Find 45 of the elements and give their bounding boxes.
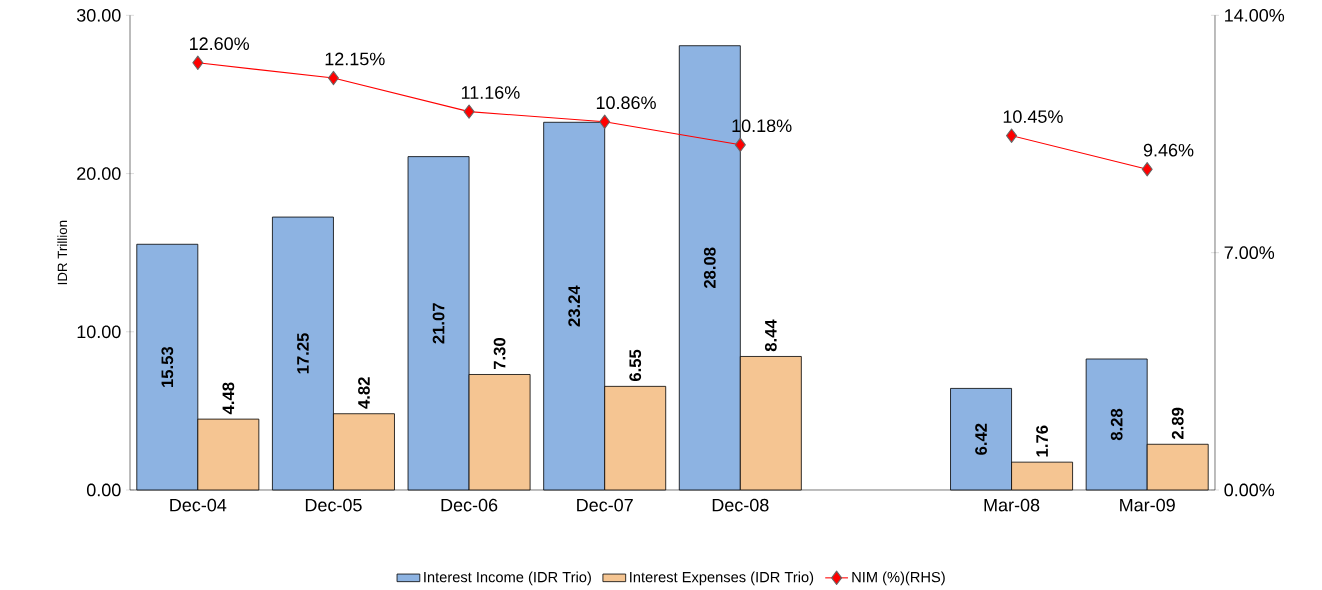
y2-tick-label: 7.00% (1224, 246, 1275, 260)
data-label: 12.15% (325, 52, 385, 66)
x-tick-label: Dec-04 (170, 498, 227, 512)
data-label: 7.30 (493, 338, 506, 370)
point (192, 55, 204, 71)
point (1006, 128, 1018, 144)
legend-label: Interest Income (IDR Trio) (424, 571, 591, 586)
y-axis-title: IDR Trillion (57, 221, 68, 285)
data-label: 8.28 (1110, 409, 1123, 441)
data-label: 11.16% (461, 86, 520, 100)
data-label: 12.60% (190, 37, 250, 51)
data-label: 8.44 (764, 319, 777, 352)
y-tick-label: 10.00 (77, 325, 121, 339)
y-tick-label: 30.00 (76, 9, 121, 22)
y-tick-label: 0.00 (86, 483, 121, 497)
data-label: 15.53 (161, 347, 174, 388)
x-tick-label: Mar-08 (984, 498, 1040, 512)
data-label: 10.86% (596, 96, 656, 110)
x-tick-label: Dec-05 (305, 498, 362, 512)
data-label: 17.25 (297, 333, 309, 374)
data-label: 2.89 (1171, 407, 1184, 440)
data-label: 6.42 (975, 423, 987, 456)
data-label: 4.82 (358, 377, 370, 410)
x-tick-label: Dec-06 (441, 498, 498, 512)
point (463, 104, 475, 120)
data-label: 21.07 (432, 303, 445, 344)
x-tick-label: Mar-09 (1120, 498, 1175, 512)
y-tick-label: 20.00 (77, 167, 121, 181)
data-label: 1.76 (1036, 425, 1048, 457)
data-label: 23.24 (568, 285, 581, 327)
y2-tick-label: 0.00% (1224, 483, 1275, 497)
point (327, 71, 339, 86)
data-label: 10.45% (1003, 110, 1063, 124)
point (1141, 162, 1153, 177)
data-label: 9.46% (1143, 144, 1194, 157)
data-label: 6.55 (629, 349, 642, 382)
point (599, 114, 611, 130)
point (734, 137, 746, 153)
data-label: 28.08 (703, 247, 716, 289)
legend-label: Interest Expenses (IDR Trio) (630, 571, 814, 586)
y2-tick-label: 14.00% (1225, 9, 1285, 22)
data-label: 4.48 (222, 382, 235, 415)
legend-label: NIM (%)(RHS) (852, 571, 945, 586)
x-tick-label: Dec-08 (712, 498, 769, 512)
x-tick-label: Dec-07 (577, 498, 633, 512)
